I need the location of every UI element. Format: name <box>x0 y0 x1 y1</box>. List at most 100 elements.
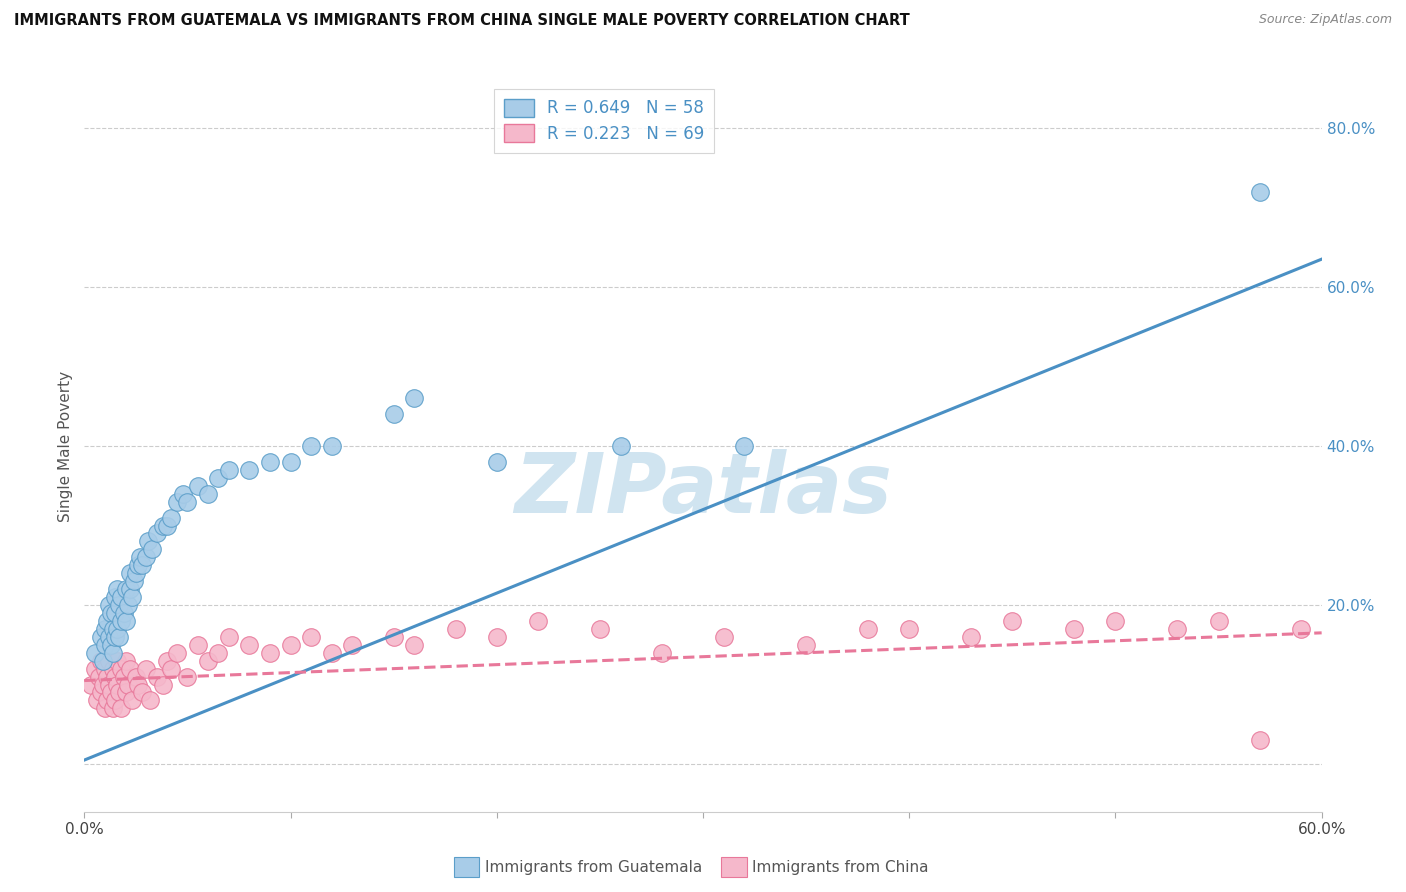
Point <box>83 646 105 660</box>
Point <box>589 622 612 636</box>
Point <box>898 622 921 636</box>
Point <box>110 662 132 676</box>
Point <box>1289 622 1312 636</box>
Point <box>91 677 114 691</box>
Point <box>96 693 118 707</box>
Point <box>98 654 121 668</box>
Point <box>125 566 148 581</box>
Point <box>114 685 136 699</box>
Text: IMMIGRANTS FROM GUATEMALA VS IMMIGRANTS FROM CHINA SINGLE MALE POVERTY CORRELATI: IMMIGRANTS FROM GUATEMALA VS IMMIGRANTS … <box>14 13 910 29</box>
Point <box>104 630 127 644</box>
Point <box>110 590 132 604</box>
Point <box>135 662 157 676</box>
Point <box>156 654 179 668</box>
Point <box>166 494 188 508</box>
Point <box>485 455 508 469</box>
Point <box>100 638 122 652</box>
Point <box>485 630 508 644</box>
Point <box>207 471 229 485</box>
Point <box>960 630 983 644</box>
Point <box>86 693 108 707</box>
Point <box>114 614 136 628</box>
Point <box>100 606 122 620</box>
Point <box>96 614 118 628</box>
Text: Immigrants from Guatemala: Immigrants from Guatemala <box>485 860 703 874</box>
Point <box>91 654 114 668</box>
Point <box>141 542 163 557</box>
Text: Immigrants from China: Immigrants from China <box>752 860 929 874</box>
Point <box>98 630 121 644</box>
Point <box>152 518 174 533</box>
Point <box>207 646 229 660</box>
Point <box>103 662 125 676</box>
Text: Source: ZipAtlas.com: Source: ZipAtlas.com <box>1258 13 1392 27</box>
Point <box>218 630 240 644</box>
Point <box>444 622 467 636</box>
Point <box>139 693 162 707</box>
Point <box>259 455 281 469</box>
Point <box>609 439 631 453</box>
Point <box>280 455 302 469</box>
Point <box>197 654 219 668</box>
Point <box>79 677 101 691</box>
Point <box>100 685 122 699</box>
Point <box>176 494 198 508</box>
Point <box>1249 733 1271 747</box>
Point <box>110 614 132 628</box>
Point <box>105 677 128 691</box>
Point <box>176 669 198 683</box>
Legend: R = 0.649   N = 58, R = 0.223   N = 69: R = 0.649 N = 58, R = 0.223 N = 69 <box>494 88 714 153</box>
Point <box>382 407 405 421</box>
Point <box>238 463 260 477</box>
Point <box>114 582 136 596</box>
Point <box>94 638 117 652</box>
Point <box>103 622 125 636</box>
Point <box>118 662 141 676</box>
Point <box>259 646 281 660</box>
Point <box>112 669 135 683</box>
Point <box>1001 614 1024 628</box>
Point <box>856 622 879 636</box>
Point <box>321 646 343 660</box>
Point <box>121 693 143 707</box>
Point <box>135 550 157 565</box>
Point <box>131 558 153 573</box>
Point <box>103 646 125 660</box>
Point <box>1063 622 1085 636</box>
Point <box>794 638 817 652</box>
Point <box>733 439 755 453</box>
Point <box>108 598 131 612</box>
Point <box>98 598 121 612</box>
Text: ZIPatlas: ZIPatlas <box>515 450 891 531</box>
Point <box>117 598 139 612</box>
Point <box>145 669 167 683</box>
Point <box>125 669 148 683</box>
Point <box>104 693 127 707</box>
Point <box>87 669 110 683</box>
Point <box>108 630 131 644</box>
Point <box>713 630 735 644</box>
Point <box>104 590 127 604</box>
Point <box>127 677 149 691</box>
Point <box>342 638 364 652</box>
Point <box>527 614 550 628</box>
Y-axis label: Single Male Poverty: Single Male Poverty <box>58 370 73 522</box>
Point <box>1249 185 1271 199</box>
Point <box>651 646 673 660</box>
Point <box>103 701 125 715</box>
Point <box>404 638 426 652</box>
Point <box>94 701 117 715</box>
Point <box>129 550 152 565</box>
Point <box>110 701 132 715</box>
Point <box>118 582 141 596</box>
Point <box>105 654 128 668</box>
Point <box>152 677 174 691</box>
Point <box>121 590 143 604</box>
Point <box>98 677 121 691</box>
Point <box>299 439 322 453</box>
Point <box>218 463 240 477</box>
Point <box>321 439 343 453</box>
Point <box>145 526 167 541</box>
Point <box>1104 614 1126 628</box>
Point <box>131 685 153 699</box>
